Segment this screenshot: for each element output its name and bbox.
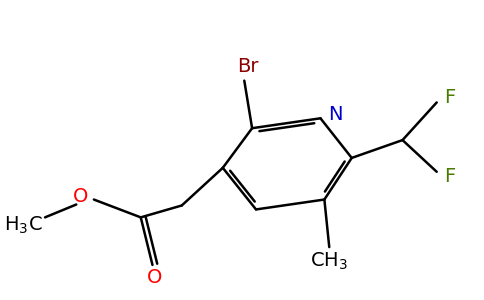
Text: O: O bbox=[147, 268, 162, 287]
Text: F: F bbox=[444, 88, 456, 107]
Text: CH$_3$: CH$_3$ bbox=[310, 250, 348, 272]
Text: F: F bbox=[444, 167, 456, 186]
Text: O: O bbox=[73, 187, 88, 206]
Text: Br: Br bbox=[238, 57, 259, 76]
Text: H$_3$C: H$_3$C bbox=[4, 214, 43, 236]
Text: N: N bbox=[328, 105, 343, 124]
